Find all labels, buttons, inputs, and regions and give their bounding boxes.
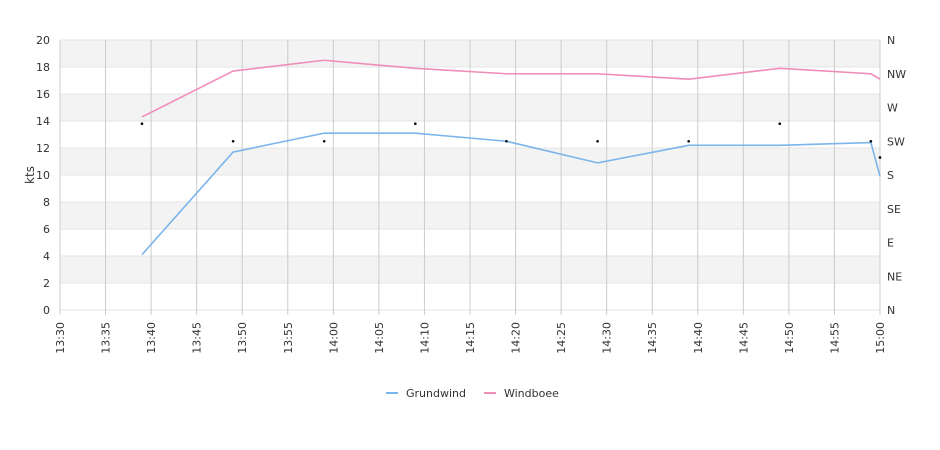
- series-layer: [141, 59, 881, 256]
- direction-points: [140, 122, 882, 159]
- x-axis-ticks: 13:30 13:35 13:40 13:45 13:50 13:55 14:00 14:05…: [54, 310, 887, 354]
- y-tick-label: 16: [36, 88, 50, 101]
- x-tick-label: 15:00: [874, 322, 887, 354]
- legend: Grundwind Windboee: [386, 387, 559, 400]
- series-line-grundwind: [141, 132, 881, 256]
- y-tick-label: 6: [43, 223, 50, 236]
- x-tick-label: 14:05: [373, 322, 386, 354]
- direction-tick-label: W: [887, 102, 898, 115]
- x-tick-label: 14:45: [737, 322, 750, 354]
- direction-point: [414, 122, 417, 125]
- x-tick-label: 14:00: [327, 322, 340, 354]
- x-tick-label: 14:25: [555, 322, 568, 354]
- direction-tick-label: N: [887, 34, 895, 47]
- direction-tick-label: SE: [887, 203, 901, 216]
- x-tick-label: 13:35: [100, 322, 113, 354]
- x-tick-label: 13:50: [236, 322, 249, 354]
- legend-item-grundwind[interactable]: Grundwind: [406, 387, 466, 400]
- y-axis-ticks: 0 2 4 6 8 10 12 14 16 18 20: [36, 34, 50, 317]
- direction-tick-label: E: [887, 237, 894, 250]
- legend-item-windboee[interactable]: Windboee: [504, 387, 559, 400]
- y-tick-label: 20: [36, 34, 50, 47]
- direction-point: [322, 139, 326, 143]
- direction-point: [778, 122, 782, 125]
- x-tick-label: 14:30: [601, 322, 614, 354]
- y-tick-label: 12: [36, 142, 50, 155]
- y-axis-label: kts: [23, 166, 37, 184]
- y-tick-label: 14: [36, 115, 50, 128]
- direction-point: [878, 156, 882, 159]
- direction-axis-ticks: N NE E SE S SW W NW N: [887, 34, 906, 317]
- x-tick-label: 13:45: [191, 322, 204, 354]
- direction-tick-label: SW: [887, 135, 905, 148]
- direction-tick-label: NE: [887, 270, 902, 283]
- direction-point: [231, 139, 235, 143]
- y-tick-label: 8: [43, 196, 50, 209]
- x-tick-label: 13:55: [282, 322, 295, 354]
- x-tick-label: 13:30: [54, 322, 67, 354]
- y-tick-label: 2: [43, 277, 50, 290]
- direction-point: [140, 122, 144, 125]
- direction-point: [505, 139, 508, 143]
- direction-point: [687, 139, 690, 143]
- direction-tick-label: NW: [887, 68, 906, 81]
- x-tick-label: 13:40: [145, 322, 158, 354]
- series-line-windboee: [141, 59, 881, 118]
- x-tick-label: 14:10: [418, 322, 431, 354]
- y-tick-label: 10: [36, 169, 50, 182]
- x-tick-label: 14:55: [828, 322, 841, 354]
- direction-tick-label: N: [887, 304, 895, 317]
- x-gridlines: [59, 40, 881, 310]
- x-tick-label: 14:20: [510, 322, 523, 354]
- direction-point: [596, 139, 599, 143]
- x-tick-label: 14:35: [646, 322, 659, 354]
- x-tick-label: 14:15: [464, 322, 477, 354]
- y-tick-label: 0: [43, 304, 50, 317]
- x-tick-label: 14:50: [783, 322, 796, 354]
- direction-tick-label: S: [887, 169, 894, 182]
- x-tick-label: 14:40: [692, 322, 705, 354]
- y-tick-label: 18: [36, 61, 50, 74]
- y-tick-label: 4: [43, 250, 50, 263]
- direction-point: [869, 139, 873, 143]
